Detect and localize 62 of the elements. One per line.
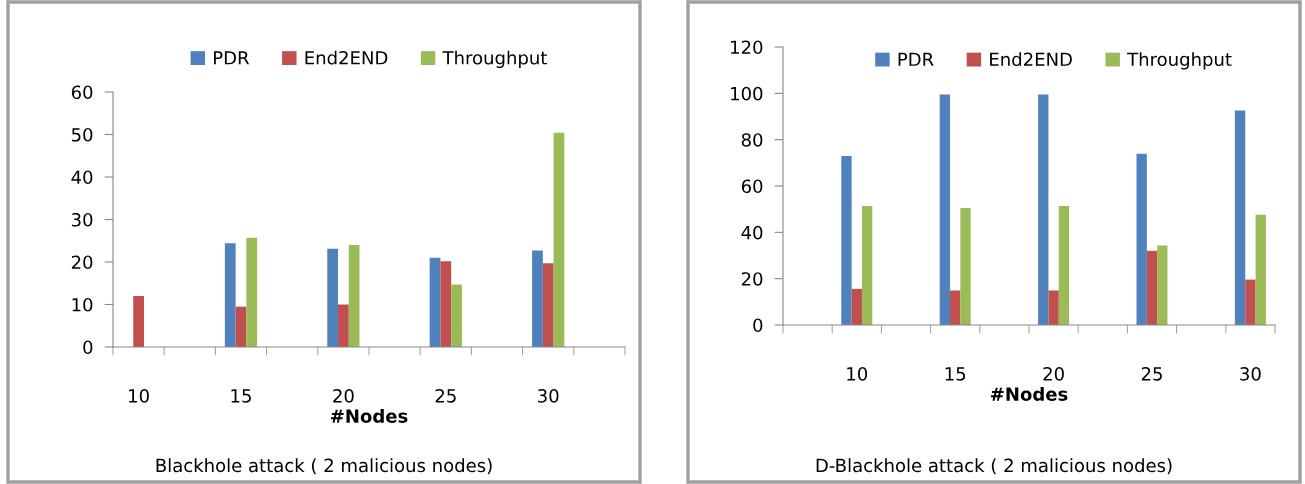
bar <box>1234 110 1246 325</box>
bar <box>1146 250 1158 325</box>
legend-label: PDR <box>214 51 250 65</box>
legend-label: Throughput <box>1127 52 1232 70</box>
bar <box>429 257 441 347</box>
text: D-Blackhole attack ( 2 malicious nodes) <box>816 458 1172 475</box>
bar <box>851 288 862 325</box>
x-tick-label: 10 <box>129 388 149 403</box>
bar <box>348 245 360 347</box>
text: Blackhole attack ( 2 malicious nodes) <box>156 458 492 475</box>
y-tick-label: 50 <box>71 127 93 142</box>
bar <box>1058 205 1070 325</box>
legend-label: Throughput <box>442 50 547 69</box>
x-tick-label: 30 <box>1240 366 1261 381</box>
y-tick-label: 80 <box>741 133 763 147</box>
bar <box>939 94 951 325</box>
x-tick-label: 20 <box>1043 366 1064 381</box>
y-tick-label: 120 <box>731 40 763 55</box>
x-tick-label: 30 <box>538 388 559 403</box>
bar <box>1038 94 1049 325</box>
x-tick-label: 15 <box>945 367 966 381</box>
bar <box>327 248 339 347</box>
x-tick-label: 10 <box>847 366 868 381</box>
bar <box>960 208 971 325</box>
bar <box>451 284 462 347</box>
bar <box>950 290 961 325</box>
y-tick-label: 20 <box>71 255 93 270</box>
y-tick-label: 20 <box>741 272 763 286</box>
bar <box>841 155 852 325</box>
x-tick-label: 25 <box>1141 366 1162 381</box>
y-tick-label: 60 <box>741 179 763 194</box>
bar <box>1048 290 1059 325</box>
bar <box>532 250 543 347</box>
x-tick-label: 20 <box>333 388 354 403</box>
y-tick-label: 0 <box>83 340 93 355</box>
bar <box>338 304 349 347</box>
bar <box>133 296 144 347</box>
bar <box>1136 153 1147 325</box>
bar <box>1255 214 1266 325</box>
x-axis-title: #Nodes <box>330 408 408 423</box>
bar <box>246 237 258 347</box>
x-tick-label: 15 <box>231 389 251 403</box>
y-tick-label: 0 <box>753 318 763 333</box>
legend-label: PDR <box>898 52 934 66</box>
bar <box>553 132 565 347</box>
y-tick-label: 10 <box>72 297 93 312</box>
bar <box>440 261 452 347</box>
bar <box>861 205 873 325</box>
y-tick-label: 60 <box>71 85 93 100</box>
legend-label: End2END <box>990 52 1072 67</box>
y-tick-label: 100 <box>731 86 763 101</box>
x-tick-label: 25 <box>435 388 456 403</box>
y-tick-label: 30 <box>71 212 93 227</box>
y-tick-label: 40 <box>741 225 763 240</box>
bar <box>224 243 236 347</box>
bar <box>235 306 247 347</box>
bar <box>1157 245 1168 325</box>
y-tick-label: 40 <box>71 170 93 185</box>
bar <box>1245 279 1256 325</box>
legend-label: End2END <box>305 50 388 65</box>
x-axis-title: #Nodes <box>990 386 1068 401</box>
bar <box>542 263 554 347</box>
